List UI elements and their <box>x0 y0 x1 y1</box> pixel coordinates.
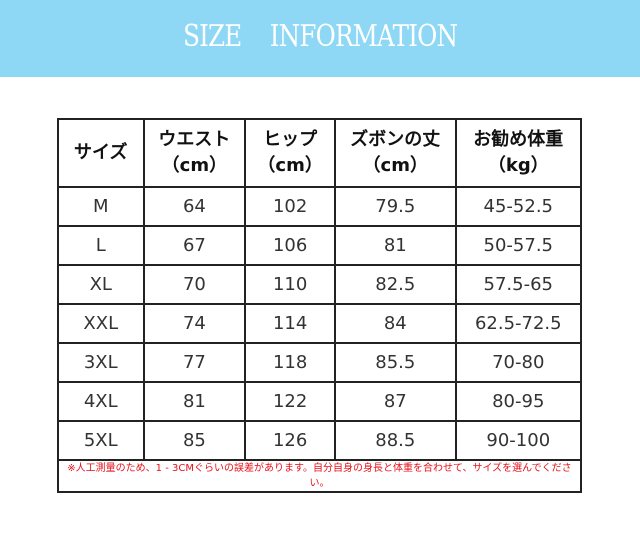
column-header-unit: （cm） <box>257 155 323 176</box>
table-cell: 67 <box>142 225 247 266</box>
table-cell: 90-100 <box>454 420 583 461</box>
banner-title: SIZE INFORMATION <box>182 19 458 54</box>
table-cell: 85 <box>142 420 247 461</box>
table-cell: 118 <box>244 342 337 383</box>
table-row: 3XL 77 118 85.5 70-80 <box>57 342 583 383</box>
table-row: XXL 74 114 84 62.5-72.5 <box>57 303 583 344</box>
table-cell: 5XL <box>57 420 145 461</box>
table-cell: 102 <box>244 186 337 227</box>
table-cell: 85.5 <box>334 342 457 383</box>
column-header-label: お勧め体重 <box>473 129 564 150</box>
table-cell: L <box>57 225 145 266</box>
table-cell: 50-57.5 <box>454 225 583 266</box>
column-header-unit: （kg） <box>487 155 549 176</box>
table-cell: XL <box>57 264 145 305</box>
table-cell: 64 <box>142 186 247 227</box>
column-header-label: ウエスト <box>158 129 231 150</box>
table-cell: 62.5-72.5 <box>454 303 583 344</box>
column-header: ズボンの丈 （cm） <box>334 118 457 188</box>
table-row: 5XL 85 126 88.5 90-100 <box>57 420 583 461</box>
table-cell: 84 <box>334 303 457 344</box>
column-header-unit: （cm） <box>362 155 428 176</box>
column-header-label: ヒップ <box>263 129 318 150</box>
table-cell: 106 <box>244 225 337 266</box>
note-row: ※人工測量のため、1 - 3CMぐらいの誤差があります。自分自身の身長と体重を合… <box>57 459 582 493</box>
table-cell: 87 <box>334 381 457 422</box>
column-header-label: ズボンの丈 <box>350 129 441 150</box>
table-row: 4XL 81 122 87 80-95 <box>57 381 583 422</box>
column-header: ウエスト （cm） <box>142 118 247 188</box>
table-cell: 79.5 <box>334 186 457 227</box>
table-cell: 74 <box>142 303 247 344</box>
column-header-unit: （cm） <box>161 155 228 176</box>
table-row: L 67 106 81 50-57.5 <box>57 225 583 266</box>
table-cell: M <box>57 186 145 227</box>
table-cell: 45-52.5 <box>454 186 583 227</box>
table-cell: 70-80 <box>454 342 583 383</box>
header-row: サイズ ウエスト （cm） ヒップ （cm） ズボンの丈 （cm） お勧め体重 （kg） <box>57 118 583 188</box>
table-row: XL 70 110 82.5 57.5-65 <box>57 264 583 305</box>
table-cell: 57.5-65 <box>454 264 583 305</box>
banner: SIZE INFORMATION <box>0 0 640 77</box>
table-row: M 64 102 79.5 45-52.5 <box>57 186 583 227</box>
table-cell: 110 <box>244 264 337 305</box>
table-cell: 4XL <box>57 381 145 422</box>
table-cell: 82.5 <box>334 264 457 305</box>
measurement-note: ※人工測量のため、1 - 3CMぐらいの誤差があります。自分自身の身長と体重を合… <box>57 459 582 493</box>
table-cell: 70 <box>142 264 247 305</box>
table-cell: 81 <box>334 225 457 266</box>
table-cell: XXL <box>57 303 145 344</box>
table-cell: 80-95 <box>454 381 583 422</box>
table-cell: 88.5 <box>334 420 457 461</box>
column-header: お勧め体重 （kg） <box>454 118 583 188</box>
table-cell: 3XL <box>57 342 145 383</box>
size-table: サイズ ウエスト （cm） ヒップ （cm） ズボンの丈 （cm） お勧め体重 （kg） M 64… <box>57 118 583 493</box>
table-cell: 126 <box>244 420 337 461</box>
table-cell: 81 <box>142 381 247 422</box>
column-header: サイズ <box>57 118 145 188</box>
column-header: ヒップ （cm） <box>244 118 337 188</box>
table-cell: 114 <box>244 303 337 344</box>
table-cell: 77 <box>142 342 247 383</box>
table-cell: 122 <box>244 381 337 422</box>
column-header-label: サイズ <box>74 142 128 163</box>
